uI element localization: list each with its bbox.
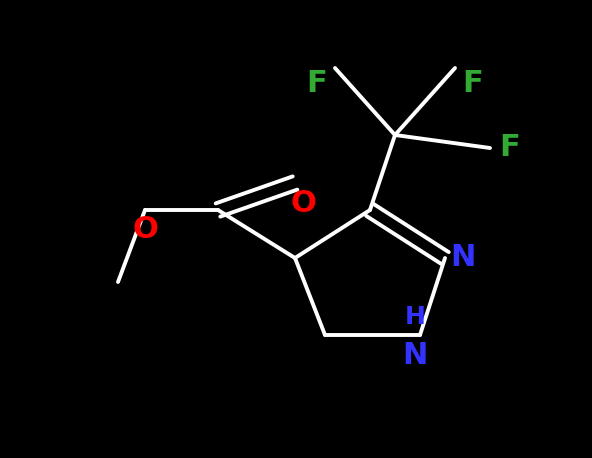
Text: O: O	[290, 189, 316, 218]
Text: F: F	[307, 70, 327, 98]
Text: N: N	[451, 244, 476, 273]
Text: H: H	[404, 305, 426, 329]
Text: N: N	[403, 340, 427, 370]
Text: F: F	[462, 70, 484, 98]
Text: O: O	[132, 216, 158, 245]
Text: F: F	[500, 133, 520, 163]
